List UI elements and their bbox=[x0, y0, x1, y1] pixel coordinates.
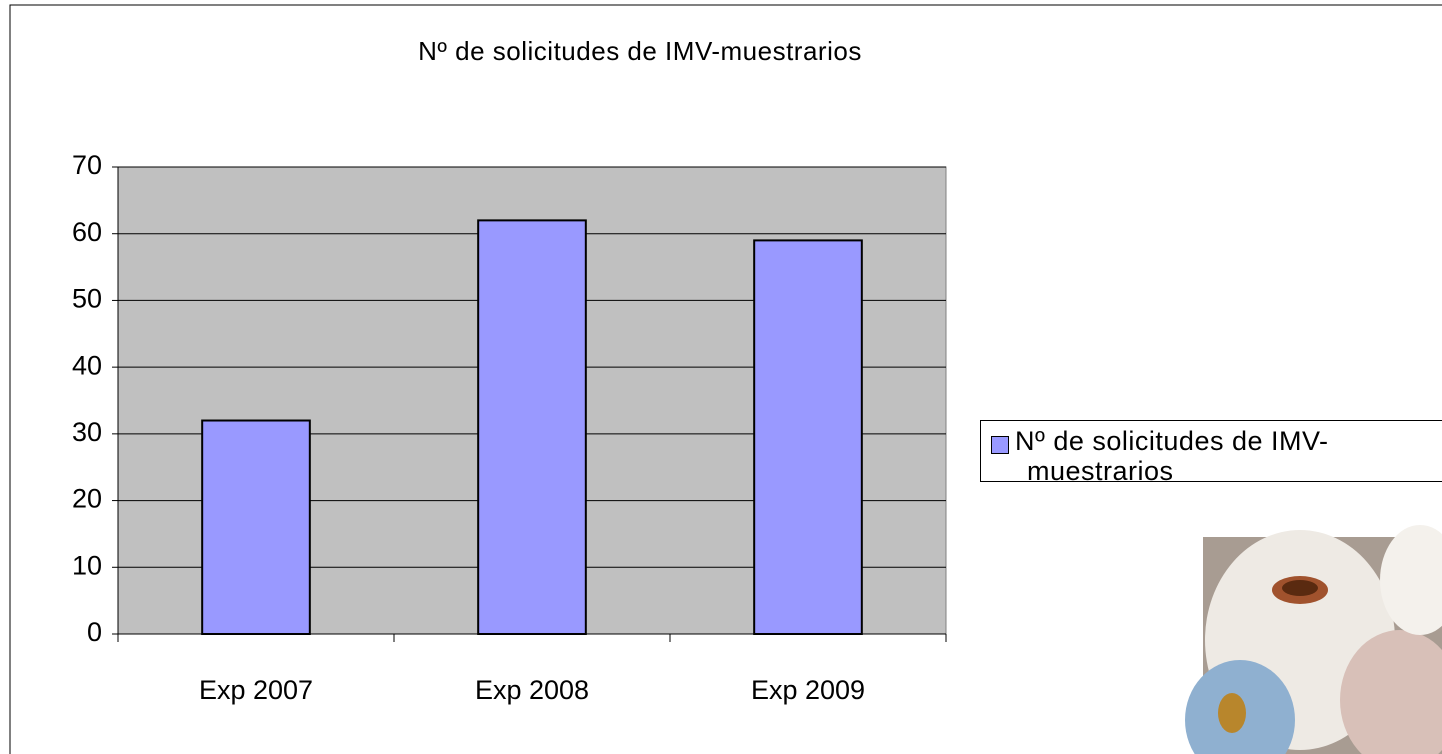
bar bbox=[754, 240, 862, 634]
x-tick-label: Exp 2009 bbox=[751, 675, 865, 705]
y-tick-label: 70 bbox=[72, 150, 102, 180]
legend: Nº de solicitudes de IMV-muestrarios bbox=[980, 420, 1442, 482]
bar bbox=[202, 421, 310, 634]
y-tick-label: 20 bbox=[72, 484, 102, 514]
y-tick-label: 30 bbox=[72, 417, 102, 447]
bar bbox=[478, 220, 586, 634]
chart: Nº de solicitudes de IMV-muestrarios 0 10… bbox=[0, 0, 1442, 754]
chart-title: Nº de solicitudes de IMV-muestrarios bbox=[418, 36, 862, 66]
legend-label: Nº de solicitudes de IMV-muestrarios bbox=[1027, 426, 1437, 486]
y-tick-label: 40 bbox=[72, 350, 102, 380]
x-tick-label: Exp 2007 bbox=[199, 675, 313, 705]
y-tick-label: 50 bbox=[72, 284, 102, 314]
y-tick-label: 60 bbox=[72, 217, 102, 247]
photo bbox=[1185, 525, 1442, 754]
y-tick-label: 0 bbox=[87, 617, 102, 647]
y-tick-label: 10 bbox=[72, 550, 102, 580]
page: {"chart_data": {"type": "bar", "title": … bbox=[0, 0, 1442, 754]
x-tick-label: Exp 2008 bbox=[475, 675, 589, 705]
legend-swatch bbox=[991, 436, 1009, 454]
